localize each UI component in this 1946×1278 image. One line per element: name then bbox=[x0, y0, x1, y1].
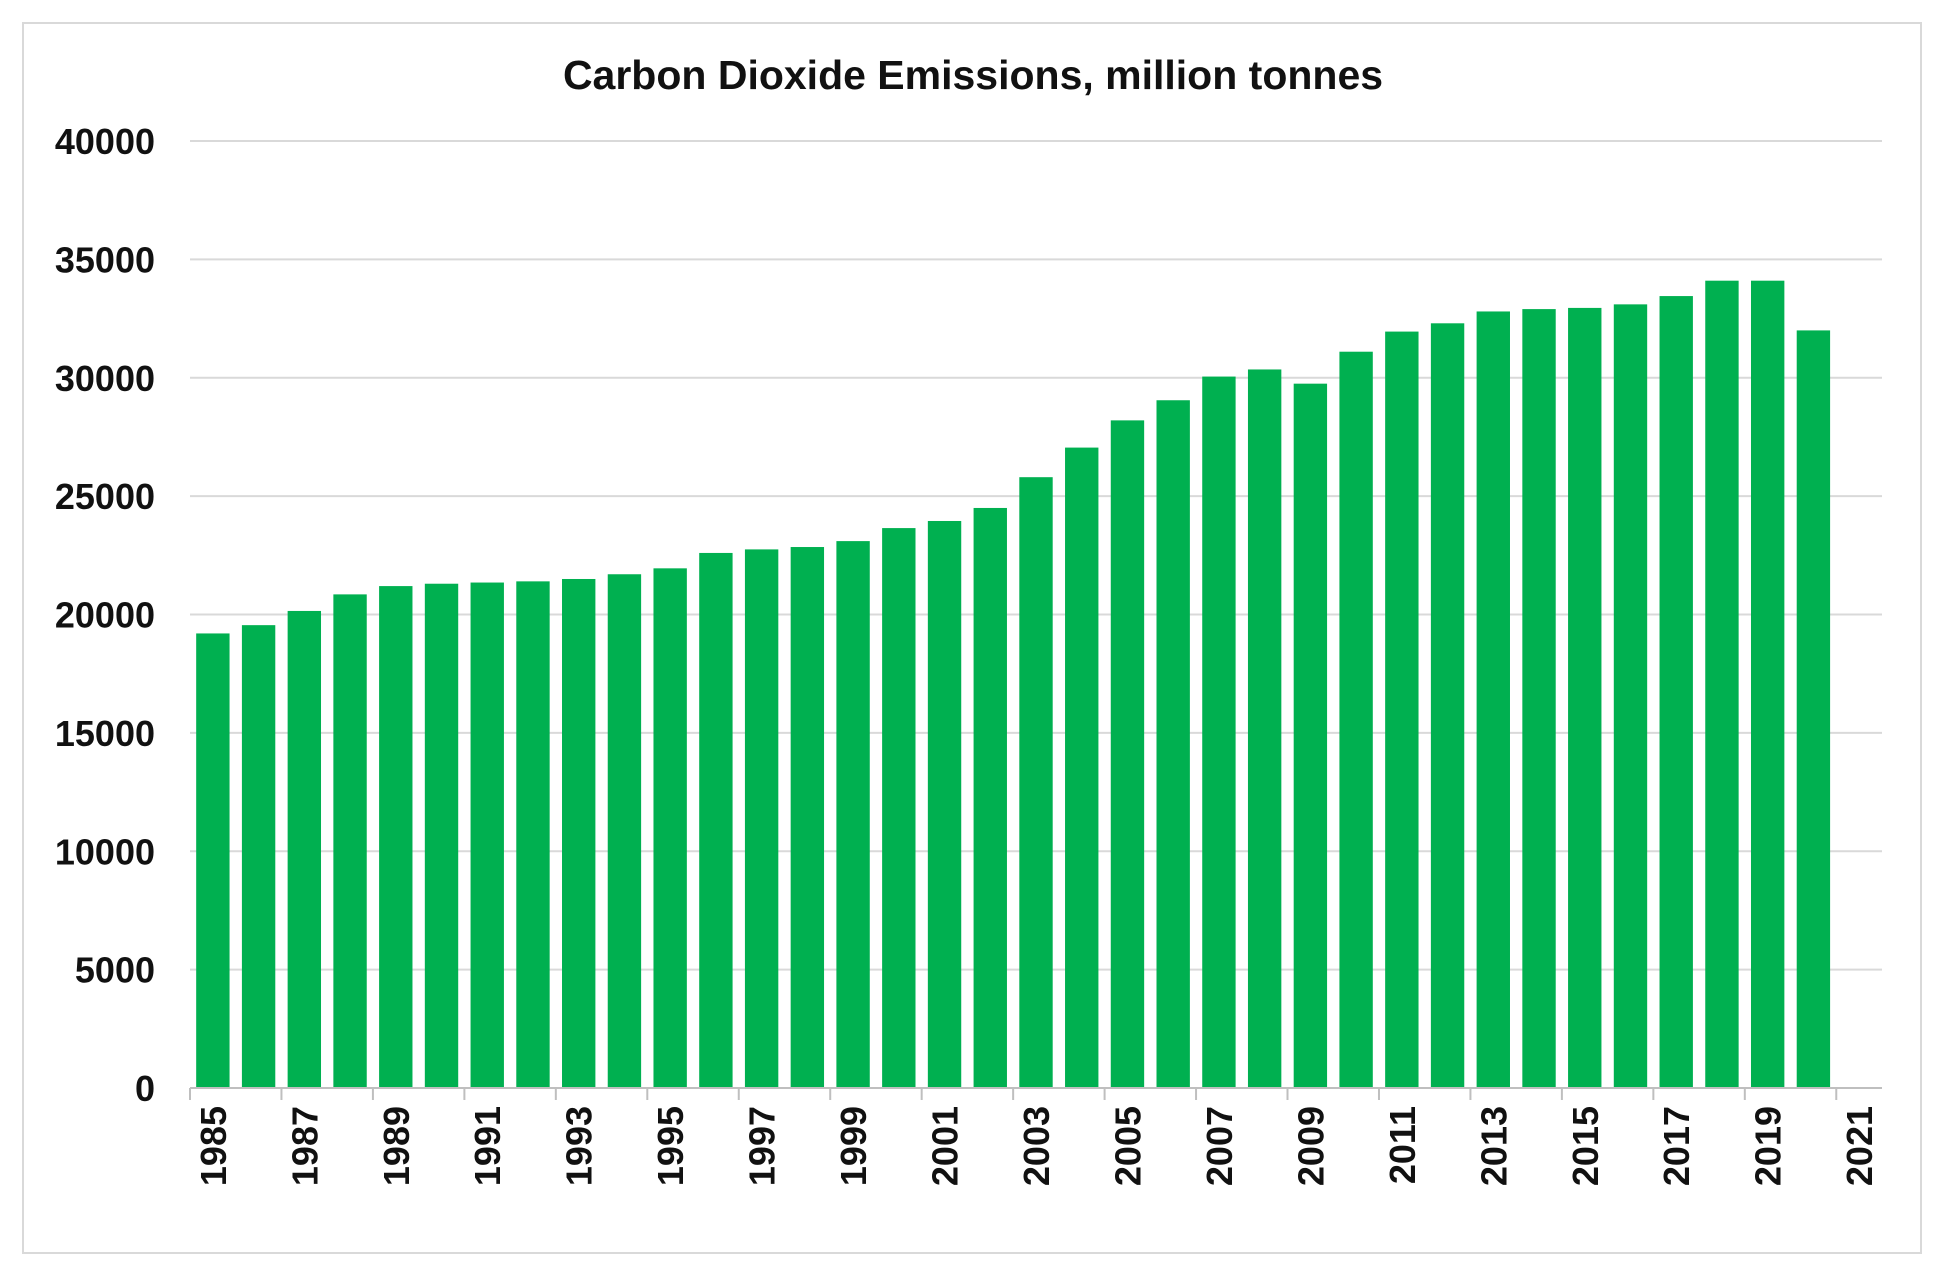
x-tick-label: 1989 bbox=[376, 1106, 417, 1186]
bar-1986 bbox=[241, 625, 276, 1088]
bar-2006 bbox=[1156, 400, 1190, 1089]
bar-1985 bbox=[196, 633, 230, 1088]
bar-2005 bbox=[1110, 420, 1145, 1088]
bar-1991 bbox=[470, 582, 504, 1088]
x-tick-label: 1985 bbox=[193, 1106, 234, 1186]
bar-2017 bbox=[1659, 296, 1693, 1088]
x-tick-label: 2021 bbox=[1839, 1106, 1880, 1186]
y-tick-label: 20000 bbox=[55, 595, 155, 636]
y-tick-label: 35000 bbox=[55, 239, 155, 280]
chart-title: Carbon Dioxide Emissions, million tonnes bbox=[562, 52, 1384, 98]
bar-1995 bbox=[653, 568, 687, 1088]
y-tick-label: 40000 bbox=[55, 121, 155, 162]
bar-2009 bbox=[1293, 383, 1328, 1088]
bar-1993 bbox=[562, 578, 596, 1088]
x-tick-label: 2017 bbox=[1656, 1106, 1697, 1186]
bar-1999 bbox=[836, 541, 870, 1088]
x-tick-label: 1993 bbox=[559, 1106, 600, 1186]
bar-2013 bbox=[1476, 311, 1510, 1089]
bar-1996 bbox=[699, 552, 733, 1088]
bar-1998 bbox=[790, 547, 825, 1088]
y-tick-label: 10000 bbox=[55, 831, 155, 872]
bar-2010 bbox=[1339, 351, 1373, 1088]
bar-1990 bbox=[424, 583, 459, 1088]
bar-1992 bbox=[516, 581, 550, 1088]
bar-2008 bbox=[1247, 369, 1282, 1088]
x-tick-label: 2003 bbox=[1016, 1106, 1057, 1186]
x-tick-label: 2005 bbox=[1107, 1106, 1148, 1186]
y-tick-label: 5000 bbox=[75, 950, 155, 991]
x-tick-label: 2007 bbox=[1199, 1106, 1240, 1186]
bar-2018 bbox=[1705, 280, 1739, 1088]
x-tick-label: 1987 bbox=[284, 1106, 325, 1186]
bar-2014 bbox=[1522, 309, 1556, 1088]
bar-2016 bbox=[1613, 304, 1648, 1088]
bar-2004 bbox=[1065, 447, 1099, 1088]
x-tick-label: 2019 bbox=[1748, 1106, 1789, 1186]
bar-2000 bbox=[882, 528, 916, 1088]
bar-1987 bbox=[287, 610, 322, 1088]
x-tick-label: 2015 bbox=[1565, 1106, 1606, 1186]
x-tick-label: 1997 bbox=[742, 1106, 783, 1186]
bar-1988 bbox=[333, 594, 367, 1088]
x-tick-label: 1995 bbox=[650, 1106, 691, 1186]
bar-2007 bbox=[1202, 376, 1236, 1088]
bar-2003 bbox=[1019, 477, 1053, 1088]
x-tick-label: 2001 bbox=[925, 1106, 966, 1186]
bar-2019 bbox=[1750, 280, 1785, 1088]
y-tick-label: 30000 bbox=[55, 358, 155, 399]
bar-1997 bbox=[744, 549, 779, 1088]
bar-2020 bbox=[1796, 330, 1831, 1088]
y-tick-label: 0 bbox=[135, 1068, 155, 1109]
x-tick-label: 1999 bbox=[833, 1106, 874, 1186]
x-tick-label: 2013 bbox=[1473, 1106, 1514, 1186]
bar-2015 bbox=[1568, 307, 1602, 1088]
bar-1989 bbox=[379, 586, 413, 1088]
bar-2012 bbox=[1430, 323, 1465, 1088]
y-tick-label: 25000 bbox=[55, 476, 155, 517]
y-tick-label: 15000 bbox=[55, 713, 155, 754]
x-tick-label: 2009 bbox=[1290, 1106, 1331, 1186]
x-tick-label: 2011 bbox=[1382, 1106, 1423, 1184]
bar-2002 bbox=[973, 507, 1007, 1088]
bar-1994 bbox=[607, 574, 642, 1088]
bar-2011 bbox=[1385, 331, 1419, 1088]
bar-2001 bbox=[927, 520, 962, 1088]
x-tick-label: 1991 bbox=[467, 1106, 508, 1186]
